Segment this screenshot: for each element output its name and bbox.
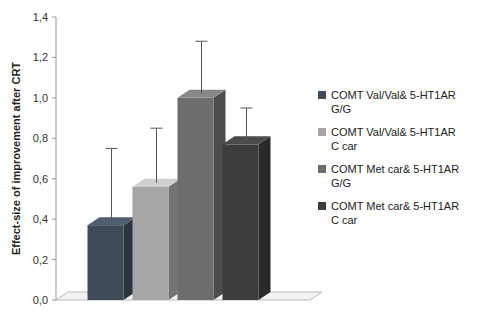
legend-label: COMT Met car& 5-HT1AR G/G <box>331 162 461 190</box>
bar <box>178 90 226 300</box>
y-tick-label: 0,2 <box>33 254 48 266</box>
error-line <box>156 128 157 183</box>
error-bar <box>151 128 163 183</box>
bar-front <box>133 187 169 300</box>
bar <box>223 136 271 300</box>
bar-side <box>259 136 271 300</box>
error-line <box>246 108 247 140</box>
legend-label: COMT Val/Val& 5-HT1AR C car <box>331 125 461 153</box>
error-line <box>111 148 112 221</box>
y-tick <box>52 259 56 260</box>
legend-label: COMT Val/Val& 5-HT1AR G/G <box>331 88 461 116</box>
y-tick-label: 0,4 <box>33 213 48 225</box>
y-tick-label: 1,4 <box>33 11 48 23</box>
legend-swatch <box>318 165 326 173</box>
legend-swatch <box>318 91 326 99</box>
y-tick-label: 1,0 <box>33 92 48 104</box>
legend-swatch <box>318 128 326 136</box>
error-cap <box>151 128 163 129</box>
error-cap <box>241 107 253 108</box>
error-cap <box>106 148 118 149</box>
bar <box>88 217 136 300</box>
y-tick-label: 0,6 <box>33 173 48 185</box>
chart: 0,0 0,2 0,4 0,6 0,8 1,0 1,2 1,4 Effect-size of i… <box>0 0 500 313</box>
bar-front <box>88 225 124 300</box>
y-tick <box>52 138 56 139</box>
y-tick <box>52 97 56 98</box>
y-tick <box>52 300 56 301</box>
bars <box>88 41 271 300</box>
y-tick-label: 0,8 <box>33 132 48 144</box>
bar-front <box>223 144 259 300</box>
error-bar <box>106 148 118 221</box>
legend-item: COMT Met car& 5-HT1AR C car <box>318 199 493 227</box>
y-axis <box>56 17 57 300</box>
legend-item: COMT Val/Val& 5-HT1AR G/G <box>318 88 493 116</box>
legend-item: COMT Val/Val& 5-HT1AR C car <box>318 125 493 153</box>
legend-swatch <box>318 202 326 210</box>
error-line <box>201 41 202 94</box>
bar <box>133 179 181 300</box>
y-tick <box>52 219 56 220</box>
chart-svg: 0,0 0,2 0,4 0,6 0,8 1,0 1,2 1,4 Effect-size of i… <box>0 0 500 313</box>
error-bar <box>241 108 253 140</box>
y-tick <box>52 57 56 58</box>
y-tick <box>52 178 56 179</box>
y-axis-label: Effect-size of improvement after CRT <box>10 62 22 255</box>
y-tick-label: 1,2 <box>33 51 48 63</box>
bar-front <box>178 98 214 300</box>
y-tick-label: 0,0 <box>33 294 48 306</box>
error-bar <box>196 41 208 94</box>
legend-label: COMT Met car& 5-HT1AR C car <box>331 199 461 227</box>
y-tick <box>52 17 56 18</box>
error-cap <box>196 41 208 42</box>
legend-item: COMT Met car& 5-HT1AR G/G <box>318 162 493 190</box>
